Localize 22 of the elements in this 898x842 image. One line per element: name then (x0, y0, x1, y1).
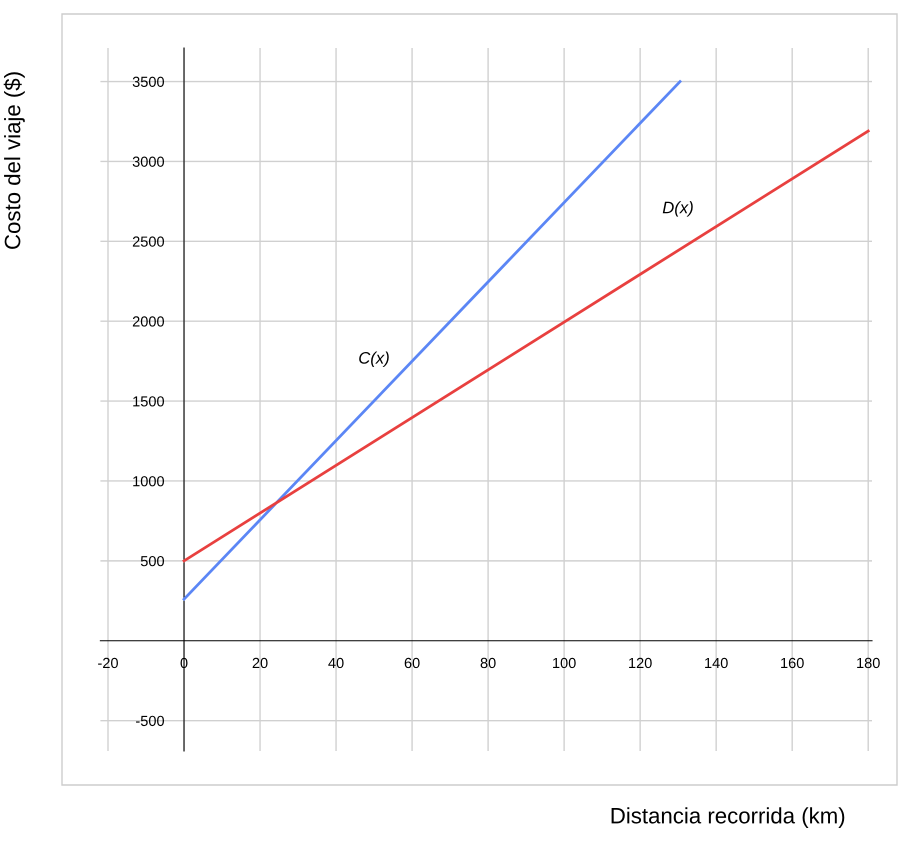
x-tick-label: 60 (404, 658, 420, 668)
x-tick-label: 40 (328, 658, 344, 668)
y-tick-label: 2000 (132, 316, 164, 327)
y-tick-label: 1500 (133, 396, 164, 407)
y-tick-label: 2500 (132, 236, 164, 247)
x-axis-title: Distancia recorrida (km) (612, 807, 844, 828)
x-tick-label: 140 (705, 658, 728, 668)
x-tick-label: 20 (252, 658, 268, 668)
series-label: C(x) (359, 352, 389, 368)
y-axis-title: Costo del viaje ($) (4, 72, 25, 249)
y-tick-label: 3000 (132, 156, 164, 167)
x-tick-label: 80 (480, 658, 496, 668)
x-tick-label: -20 (98, 658, 118, 668)
y-tick-label: 1000 (133, 476, 164, 486)
x-tick-label: 180 (857, 658, 880, 668)
y-tick-label: 500 (140, 556, 164, 566)
y-tick-label: -500 (136, 716, 164, 726)
x-tick-label: 100 (553, 658, 576, 668)
series-label: D(x) (662, 201, 693, 217)
x-tick-label: 120 (629, 658, 652, 668)
x-tick-label: 160 (781, 658, 804, 668)
y-tick-label: 3500 (132, 76, 164, 87)
